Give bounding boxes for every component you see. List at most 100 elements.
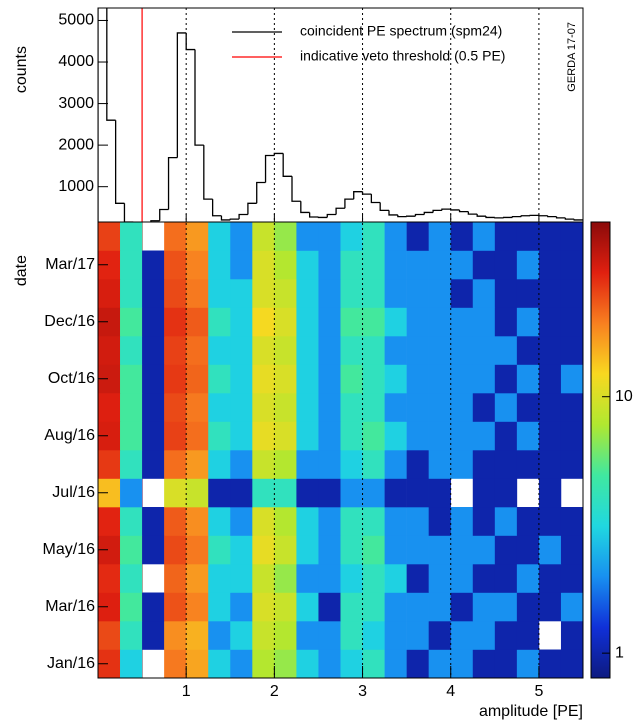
heatmap-cell: [142, 251, 164, 280]
heatmap-cell: [208, 365, 230, 394]
heatmap-cell: [429, 564, 451, 593]
histogram-bin: [195, 50, 204, 146]
heatmap-cell: [451, 593, 473, 622]
heatmap-cell: [142, 564, 164, 593]
heatmap-cell: [429, 650, 451, 679]
heatmap-cell: [252, 393, 274, 422]
heatmap-cell: [495, 336, 517, 365]
heatmap-cell: [539, 422, 561, 451]
legend-label: coincident PE spectrum (spm24): [300, 23, 502, 39]
heatmap-cell: [208, 450, 230, 479]
histogram-bin: [98, 0, 107, 222]
heatmap-cell: [208, 536, 230, 565]
heatmap-cell: [341, 536, 363, 565]
heatmap-cell: [230, 422, 252, 451]
heatmap-cell: [561, 536, 583, 565]
heatmap-cell: [341, 393, 363, 422]
heatmap-cell: [164, 422, 186, 451]
heatmap-cell: [296, 222, 318, 251]
histogram-bin: [415, 215, 424, 217]
heatmap-cell: [186, 650, 208, 679]
heatmap-cell: [495, 621, 517, 650]
heatmap-cell: [230, 308, 252, 337]
heatmap-cell: [473, 336, 495, 365]
heatmap-cell: [164, 365, 186, 394]
heatmap-cell: [539, 393, 561, 422]
heatmap-cell: [230, 336, 252, 365]
heatmap-cell: [186, 450, 208, 479]
heatmap-cell: [385, 536, 407, 565]
heatmap-cell: [363, 251, 385, 280]
heatmap-cell: [561, 393, 583, 422]
heatmap-cell: [230, 479, 252, 508]
heatmap-cell: [186, 564, 208, 593]
heatmap-cell: [473, 536, 495, 565]
heatmap-cell: [495, 507, 517, 536]
heatmap-cell: [142, 507, 164, 536]
heatmap-cell: [473, 564, 495, 593]
heatmap-cell: [451, 308, 473, 337]
heatmap-cell: [539, 308, 561, 337]
heatmap-cell: [473, 308, 495, 337]
histogram-bin: [169, 158, 178, 210]
heatmap-cell: [363, 564, 385, 593]
heatmap-cell: [517, 479, 539, 508]
heatmap-cell: [274, 450, 296, 479]
heatmap-cell: [98, 336, 120, 365]
heatmap-cell: [164, 479, 186, 508]
heatmap-cell: [363, 393, 385, 422]
y-tick-label: 4000: [58, 53, 94, 70]
heatmap-cell: [363, 222, 385, 251]
heatmap-cell: [495, 251, 517, 280]
heatmap-cell: [539, 251, 561, 280]
histogram-bin: [371, 194, 380, 202]
heatmap-cell: [296, 593, 318, 622]
heatmap-cell: [473, 507, 495, 536]
heatmap-cell: [561, 336, 583, 365]
heatmap-cell: [407, 507, 429, 536]
heatmap-cell: [407, 365, 429, 394]
heatmap-cell: [252, 479, 274, 508]
y-tick-label: Mar/16: [45, 598, 95, 615]
heatmap-cell: [517, 536, 539, 565]
heatmap-cell: [164, 564, 186, 593]
heatmap-cell: [539, 336, 561, 365]
heatmap-cell: [208, 422, 230, 451]
heatmap-cell: [274, 536, 296, 565]
heatmap-cell: [451, 507, 473, 536]
heatmap-cell: [407, 393, 429, 422]
heatmap-cell: [186, 336, 208, 365]
heatmap-cell: [252, 536, 274, 565]
x-tick-label: 4: [446, 683, 455, 700]
heatmap-cell: [296, 536, 318, 565]
heatmap-cell: [451, 422, 473, 451]
heatmap-cell: [341, 222, 363, 251]
heatmap-cell: [296, 564, 318, 593]
histogram-bin: [107, 0, 116, 120]
heatmap-cell: [164, 650, 186, 679]
heatmap-cell: [341, 450, 363, 479]
heatmap-cell: [318, 507, 340, 536]
histogram-bin: [239, 215, 248, 220]
heatmap-cell: [451, 479, 473, 508]
heatmap-cell: [495, 536, 517, 565]
heatmap-cell: [274, 650, 296, 679]
heatmap-cell: [318, 564, 340, 593]
heatmap-cell: [186, 621, 208, 650]
heatmap-cell: [142, 365, 164, 394]
heatmap-cell: [252, 365, 274, 394]
heatmap-cell: [274, 507, 296, 536]
heatmap-cell: [561, 365, 583, 394]
heatmap-cell: [230, 621, 252, 650]
heatmap-cell: [429, 621, 451, 650]
heatmap-cell: [296, 450, 318, 479]
heatmap-cell: [164, 536, 186, 565]
heatmap-cell: [517, 621, 539, 650]
histogram-bin: [292, 176, 301, 201]
heatmap-cell: [252, 422, 274, 451]
heatmap-cell: [208, 393, 230, 422]
heatmap-cell: [208, 650, 230, 679]
heatmap-cell: [318, 222, 340, 251]
heatmap-cell: [318, 593, 340, 622]
